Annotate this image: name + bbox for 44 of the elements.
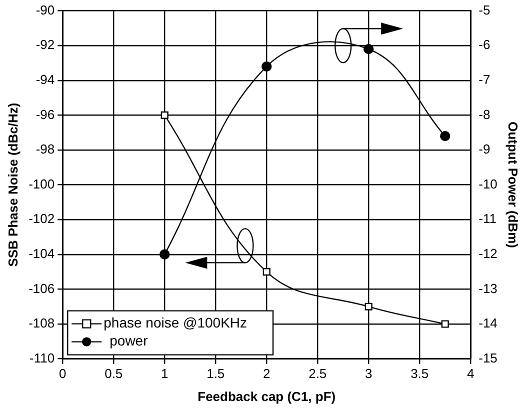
y-tick-label: -100 xyxy=(28,176,55,192)
point xyxy=(364,44,374,54)
point xyxy=(160,249,170,260)
x-axis-title: Feedback cap (C1, pF) xyxy=(198,388,336,404)
y2-axis-title: Output Power (dBm) xyxy=(506,122,521,248)
point xyxy=(262,61,272,72)
point xyxy=(262,268,270,276)
x-tick-label: 3.5 xyxy=(410,366,429,382)
x-tick-label: 1.5 xyxy=(206,366,225,382)
x-tick-label: 0.5 xyxy=(104,366,123,382)
y2-tick-label: -10 xyxy=(478,176,498,192)
y-tick-label: -108 xyxy=(28,316,55,331)
y2-tick-label: -6 xyxy=(478,37,490,52)
x-tick-label: 3 xyxy=(364,366,372,382)
y-tick-label: -96 xyxy=(36,106,55,122)
y-tick-label: -92 xyxy=(36,37,55,52)
y-tick-label: -106 xyxy=(28,280,55,296)
y-tick-label: -94 xyxy=(36,72,55,87)
y2-tick-label: -14 xyxy=(478,316,498,331)
y2-tick-label: -12 xyxy=(478,246,498,261)
y-tick-label: -98 xyxy=(36,142,55,157)
point xyxy=(440,130,450,142)
y-tick-label: -104 xyxy=(28,246,55,261)
y2-tick-label: -13 xyxy=(478,280,498,296)
x-tick-label: 0 xyxy=(59,366,66,382)
y2-tick-label: -8 xyxy=(478,106,490,122)
legend-label: phase noise @100KHz xyxy=(104,314,248,331)
y-axis-title: SSB Phase Noise (dBc/Hz) xyxy=(5,102,20,267)
x-tick-label: 2.5 xyxy=(308,366,327,382)
y2-tick-label: -5 xyxy=(478,2,490,18)
x-tick-label: 4 xyxy=(466,366,474,382)
y-tick-label: -102 xyxy=(28,211,55,226)
y-tick-label: -110 xyxy=(30,350,55,366)
x-tick-label: 1 xyxy=(161,366,168,382)
point xyxy=(160,111,168,119)
point xyxy=(441,320,449,328)
y2-tick-label: -11 xyxy=(478,211,496,226)
point xyxy=(364,302,372,310)
y-tick-label: -90 xyxy=(36,2,55,18)
y2-tick-label: -9 xyxy=(478,142,490,157)
legend-label: power xyxy=(110,332,148,349)
y2-tick-label: -15 xyxy=(478,350,498,366)
y2-tick-label: -7 xyxy=(478,72,490,87)
x-tick-label: 2 xyxy=(263,366,270,382)
